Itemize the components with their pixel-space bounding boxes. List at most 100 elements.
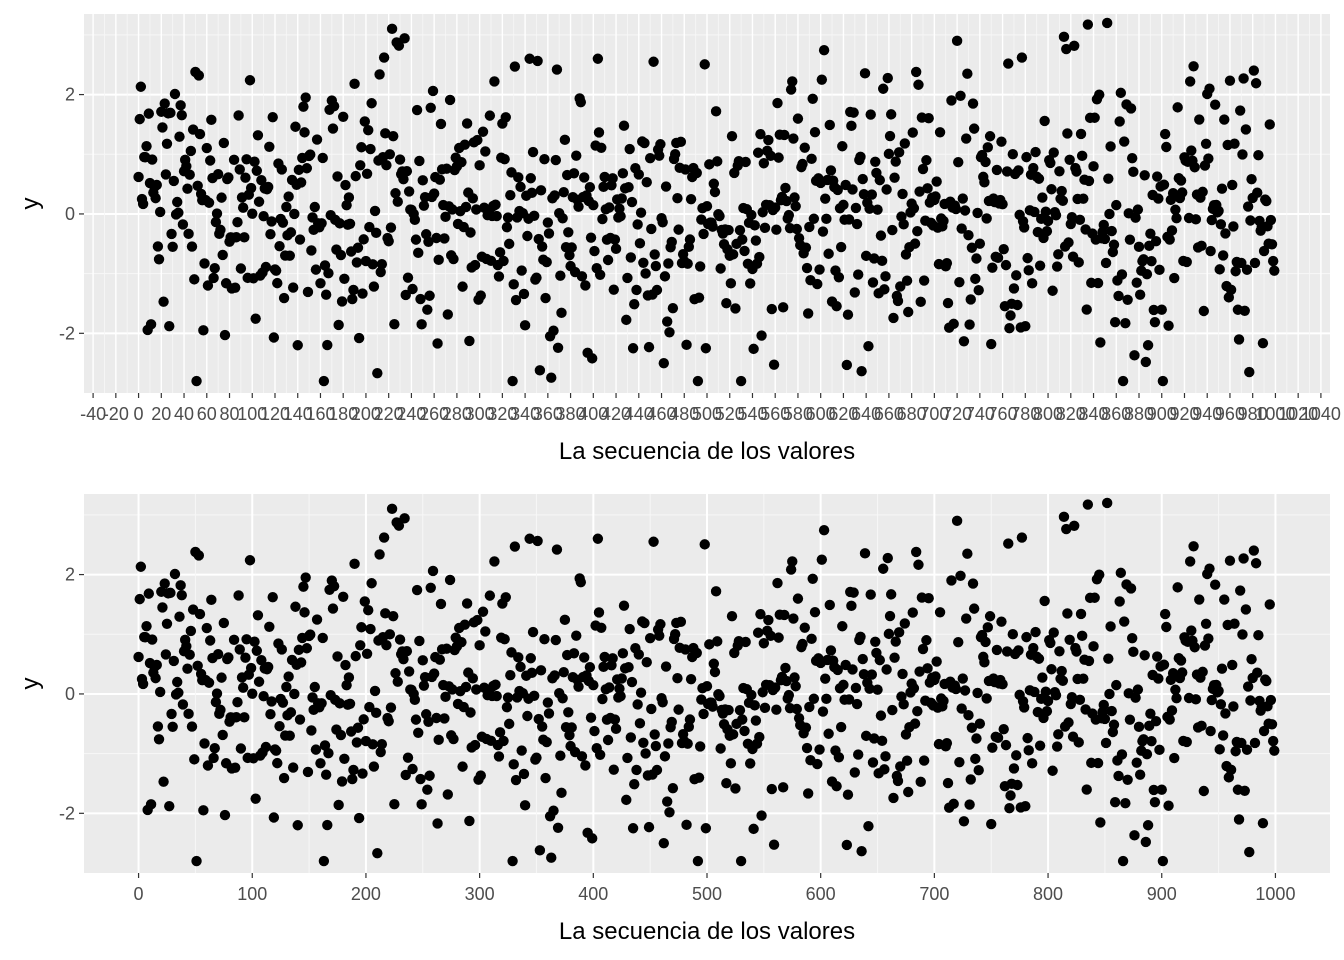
data-point xyxy=(627,343,639,354)
data-point xyxy=(165,587,176,599)
data-point xyxy=(302,766,314,778)
data-point xyxy=(850,202,862,214)
x-tick-label: 560 xyxy=(760,404,790,424)
data-point xyxy=(1007,149,1019,160)
data-point xyxy=(1078,673,1089,684)
data-point xyxy=(253,676,265,687)
data-point xyxy=(915,296,926,308)
data-point xyxy=(1050,690,1062,701)
data-point xyxy=(499,153,510,165)
data-point xyxy=(1269,745,1280,756)
data-point xyxy=(672,193,683,204)
data-point xyxy=(820,193,831,204)
data-point xyxy=(838,199,849,211)
data-point xyxy=(802,788,814,799)
data-point xyxy=(893,147,905,158)
data-point xyxy=(1148,784,1159,796)
data-point xyxy=(910,66,922,78)
data-point xyxy=(1227,179,1238,191)
data-point xyxy=(1071,166,1082,177)
data-point xyxy=(516,265,527,276)
data-point xyxy=(524,53,535,64)
data-point xyxy=(541,256,552,268)
data-point xyxy=(812,758,823,770)
data-point xyxy=(685,193,697,205)
data-point xyxy=(996,136,1007,147)
data-point xyxy=(153,734,165,745)
x-tick-label: 140 xyxy=(283,404,313,424)
data-point xyxy=(973,284,984,296)
data-point xyxy=(814,744,825,755)
data-point xyxy=(409,214,421,226)
data-point xyxy=(285,227,297,238)
data-point xyxy=(212,649,224,660)
data-point xyxy=(374,549,385,560)
data-point xyxy=(383,236,394,247)
data-point xyxy=(1169,752,1180,764)
data-point xyxy=(410,234,422,245)
data-point xyxy=(338,591,349,602)
data-point xyxy=(1125,583,1137,594)
data-point xyxy=(573,201,584,212)
data-point xyxy=(1037,672,1048,683)
data-point xyxy=(1156,784,1167,795)
x-tick-label: 740 xyxy=(965,404,995,424)
data-point xyxy=(491,690,502,702)
data-point xyxy=(931,176,942,187)
data-point xyxy=(589,725,600,737)
data-point xyxy=(490,679,501,690)
data-point xyxy=(218,137,230,149)
data-point xyxy=(654,150,665,161)
data-point xyxy=(962,548,973,559)
data-point xyxy=(1058,31,1070,43)
data-point xyxy=(298,581,309,592)
data-point xyxy=(1089,592,1100,603)
data-point xyxy=(922,183,933,194)
data-point xyxy=(378,532,390,543)
data-point xyxy=(290,601,301,612)
data-point xyxy=(772,97,783,109)
data-point xyxy=(294,234,306,245)
data-point xyxy=(609,714,621,725)
data-point xyxy=(1153,193,1164,204)
data-point xyxy=(663,258,674,269)
data-point xyxy=(1190,214,1202,225)
data-point xyxy=(723,704,734,716)
data-point xyxy=(471,204,482,215)
data-point xyxy=(212,169,224,180)
data-point xyxy=(543,228,555,239)
data-point xyxy=(870,156,881,167)
data-point xyxy=(651,764,663,776)
data-point xyxy=(1238,73,1249,84)
data-point xyxy=(133,651,144,663)
data-point xyxy=(1215,699,1227,710)
x-tick-label: 440 xyxy=(624,404,654,424)
data-point xyxy=(351,257,363,268)
data-point xyxy=(907,127,918,138)
data-point xyxy=(552,822,564,833)
data-point xyxy=(1219,594,1230,605)
data-point xyxy=(710,106,722,117)
data-point xyxy=(918,275,930,286)
x-tick-label: 360 xyxy=(533,404,563,424)
data-point xyxy=(859,548,871,559)
data-point xyxy=(831,780,842,792)
data-point xyxy=(150,672,161,684)
data-point xyxy=(1073,257,1084,268)
x-tick-label: 980 xyxy=(1238,404,1268,424)
data-point xyxy=(707,701,718,712)
data-point xyxy=(1228,701,1239,712)
y-tick-label: -2 xyxy=(59,803,75,823)
data-point xyxy=(1224,75,1236,86)
data-point xyxy=(135,561,147,572)
data-point xyxy=(912,225,923,237)
data-point xyxy=(974,238,986,249)
data-point xyxy=(1040,206,1051,217)
data-point xyxy=(1158,659,1170,670)
data-point xyxy=(1234,105,1246,116)
data-point xyxy=(1139,170,1150,181)
data-point xyxy=(693,772,705,783)
data-point xyxy=(860,730,872,742)
data-point xyxy=(599,171,610,183)
data-point xyxy=(306,245,317,256)
